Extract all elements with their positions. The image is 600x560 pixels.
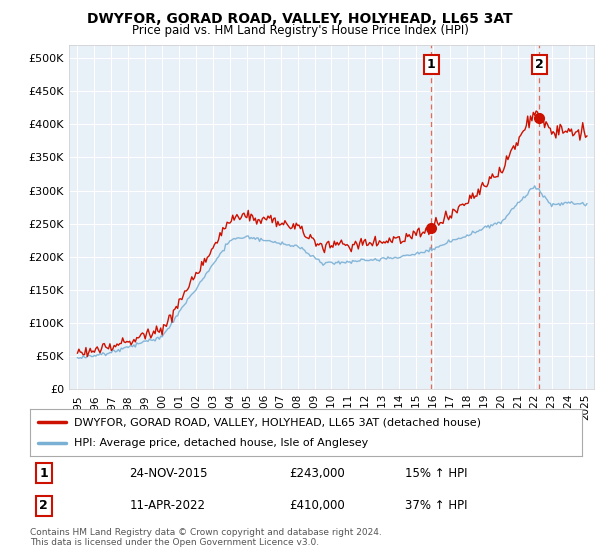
Text: Contains HM Land Registry data © Crown copyright and database right 2024.
This d: Contains HM Land Registry data © Crown c… [30, 528, 382, 547]
Text: 15% ↑ HPI: 15% ↑ HPI [406, 467, 468, 480]
Text: £410,000: £410,000 [289, 499, 345, 512]
Text: 11-APR-2022: 11-APR-2022 [130, 499, 205, 512]
Text: DWYFOR, GORAD ROAD, VALLEY, HOLYHEAD, LL65 3AT: DWYFOR, GORAD ROAD, VALLEY, HOLYHEAD, LL… [87, 12, 513, 26]
Text: HPI: Average price, detached house, Isle of Anglesey: HPI: Average price, detached house, Isle… [74, 438, 368, 448]
Text: 2: 2 [40, 499, 48, 512]
Text: 24-NOV-2015: 24-NOV-2015 [130, 467, 208, 480]
Text: 1: 1 [40, 467, 48, 480]
Text: Price paid vs. HM Land Registry's House Price Index (HPI): Price paid vs. HM Land Registry's House … [131, 24, 469, 36]
Text: £243,000: £243,000 [289, 467, 345, 480]
Text: DWYFOR, GORAD ROAD, VALLEY, HOLYHEAD, LL65 3AT (detached house): DWYFOR, GORAD ROAD, VALLEY, HOLYHEAD, LL… [74, 417, 481, 427]
Text: 2: 2 [535, 58, 544, 71]
Text: 1: 1 [427, 58, 436, 71]
Text: 37% ↑ HPI: 37% ↑ HPI [406, 499, 468, 512]
